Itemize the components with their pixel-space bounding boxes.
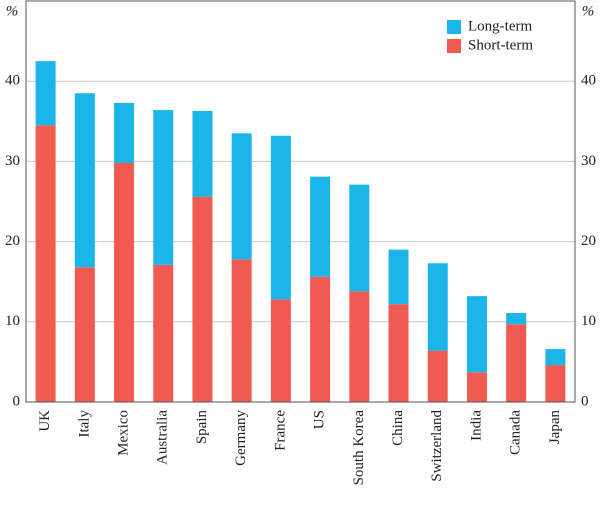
bar-segment xyxy=(427,350,448,402)
bar-segment xyxy=(506,324,527,402)
y2-tick-label: 40 xyxy=(581,73,596,89)
bar-segment xyxy=(427,263,448,351)
x-tick-label: Mexico xyxy=(115,410,131,456)
x-tick-label: UK xyxy=(37,410,53,432)
bar-segment xyxy=(545,365,566,402)
x-tick-label: US xyxy=(312,410,328,429)
legend-swatch xyxy=(447,20,461,34)
y2-tick-label: 30 xyxy=(581,153,596,169)
bar-segment xyxy=(74,93,95,268)
bar-segment xyxy=(74,267,95,402)
bar-segment xyxy=(310,276,331,402)
x-tick-label: France xyxy=(272,410,288,451)
legend-label: Long-term xyxy=(468,18,532,34)
bar-segment xyxy=(231,259,252,402)
y-unit-right: % xyxy=(582,3,595,19)
bar-segment xyxy=(153,264,174,402)
bar-segment xyxy=(310,176,331,277)
bar-segment xyxy=(35,125,56,402)
y2-tick-label: 20 xyxy=(581,233,596,249)
bar-segment xyxy=(388,304,409,402)
bar-segment xyxy=(114,102,135,164)
bar-segment xyxy=(270,299,291,402)
bar-segment xyxy=(192,196,213,402)
x-tick-label: Italy xyxy=(76,410,92,438)
y-tick-label: 0 xyxy=(13,393,21,409)
y-tick-label: 30 xyxy=(5,153,20,169)
plot-frame xyxy=(25,0,576,403)
bar-segment xyxy=(231,133,252,260)
bar-segment xyxy=(153,110,174,265)
legend-swatch xyxy=(447,39,461,53)
x-tick-label: Australia xyxy=(155,410,171,465)
bar-segment xyxy=(466,372,487,402)
bar-segment xyxy=(388,249,409,305)
x-tick-label: Japan xyxy=(547,410,563,445)
bar-segment xyxy=(114,163,135,402)
x-tick-label: India xyxy=(468,410,484,441)
y2-tick-label: 0 xyxy=(581,393,589,409)
y-tick-label: 10 xyxy=(5,313,20,329)
y-tick-label: 40 xyxy=(5,73,20,89)
bar-segment xyxy=(349,184,370,292)
bar-segment xyxy=(349,291,370,402)
x-tick-label: South Korea xyxy=(351,410,367,486)
bar-segment xyxy=(545,349,566,366)
x-tick-label: Canada xyxy=(508,410,524,455)
y-tick-label: 20 xyxy=(5,233,20,249)
bar-segment xyxy=(35,61,56,126)
x-tick-label: Switzerland xyxy=(429,410,445,482)
x-tick-label: China xyxy=(390,410,406,446)
bar-segment xyxy=(466,296,487,373)
bar-segment xyxy=(270,135,291,300)
bar-segment xyxy=(506,312,527,325)
y2-tick-label: 10 xyxy=(581,313,596,329)
legend-label: Short-term xyxy=(468,37,533,53)
bar-segment xyxy=(192,110,213,197)
x-tick-label: Spain xyxy=(194,410,210,445)
x-tick-label: Germany xyxy=(233,410,249,466)
y-unit-left: % xyxy=(6,3,19,19)
